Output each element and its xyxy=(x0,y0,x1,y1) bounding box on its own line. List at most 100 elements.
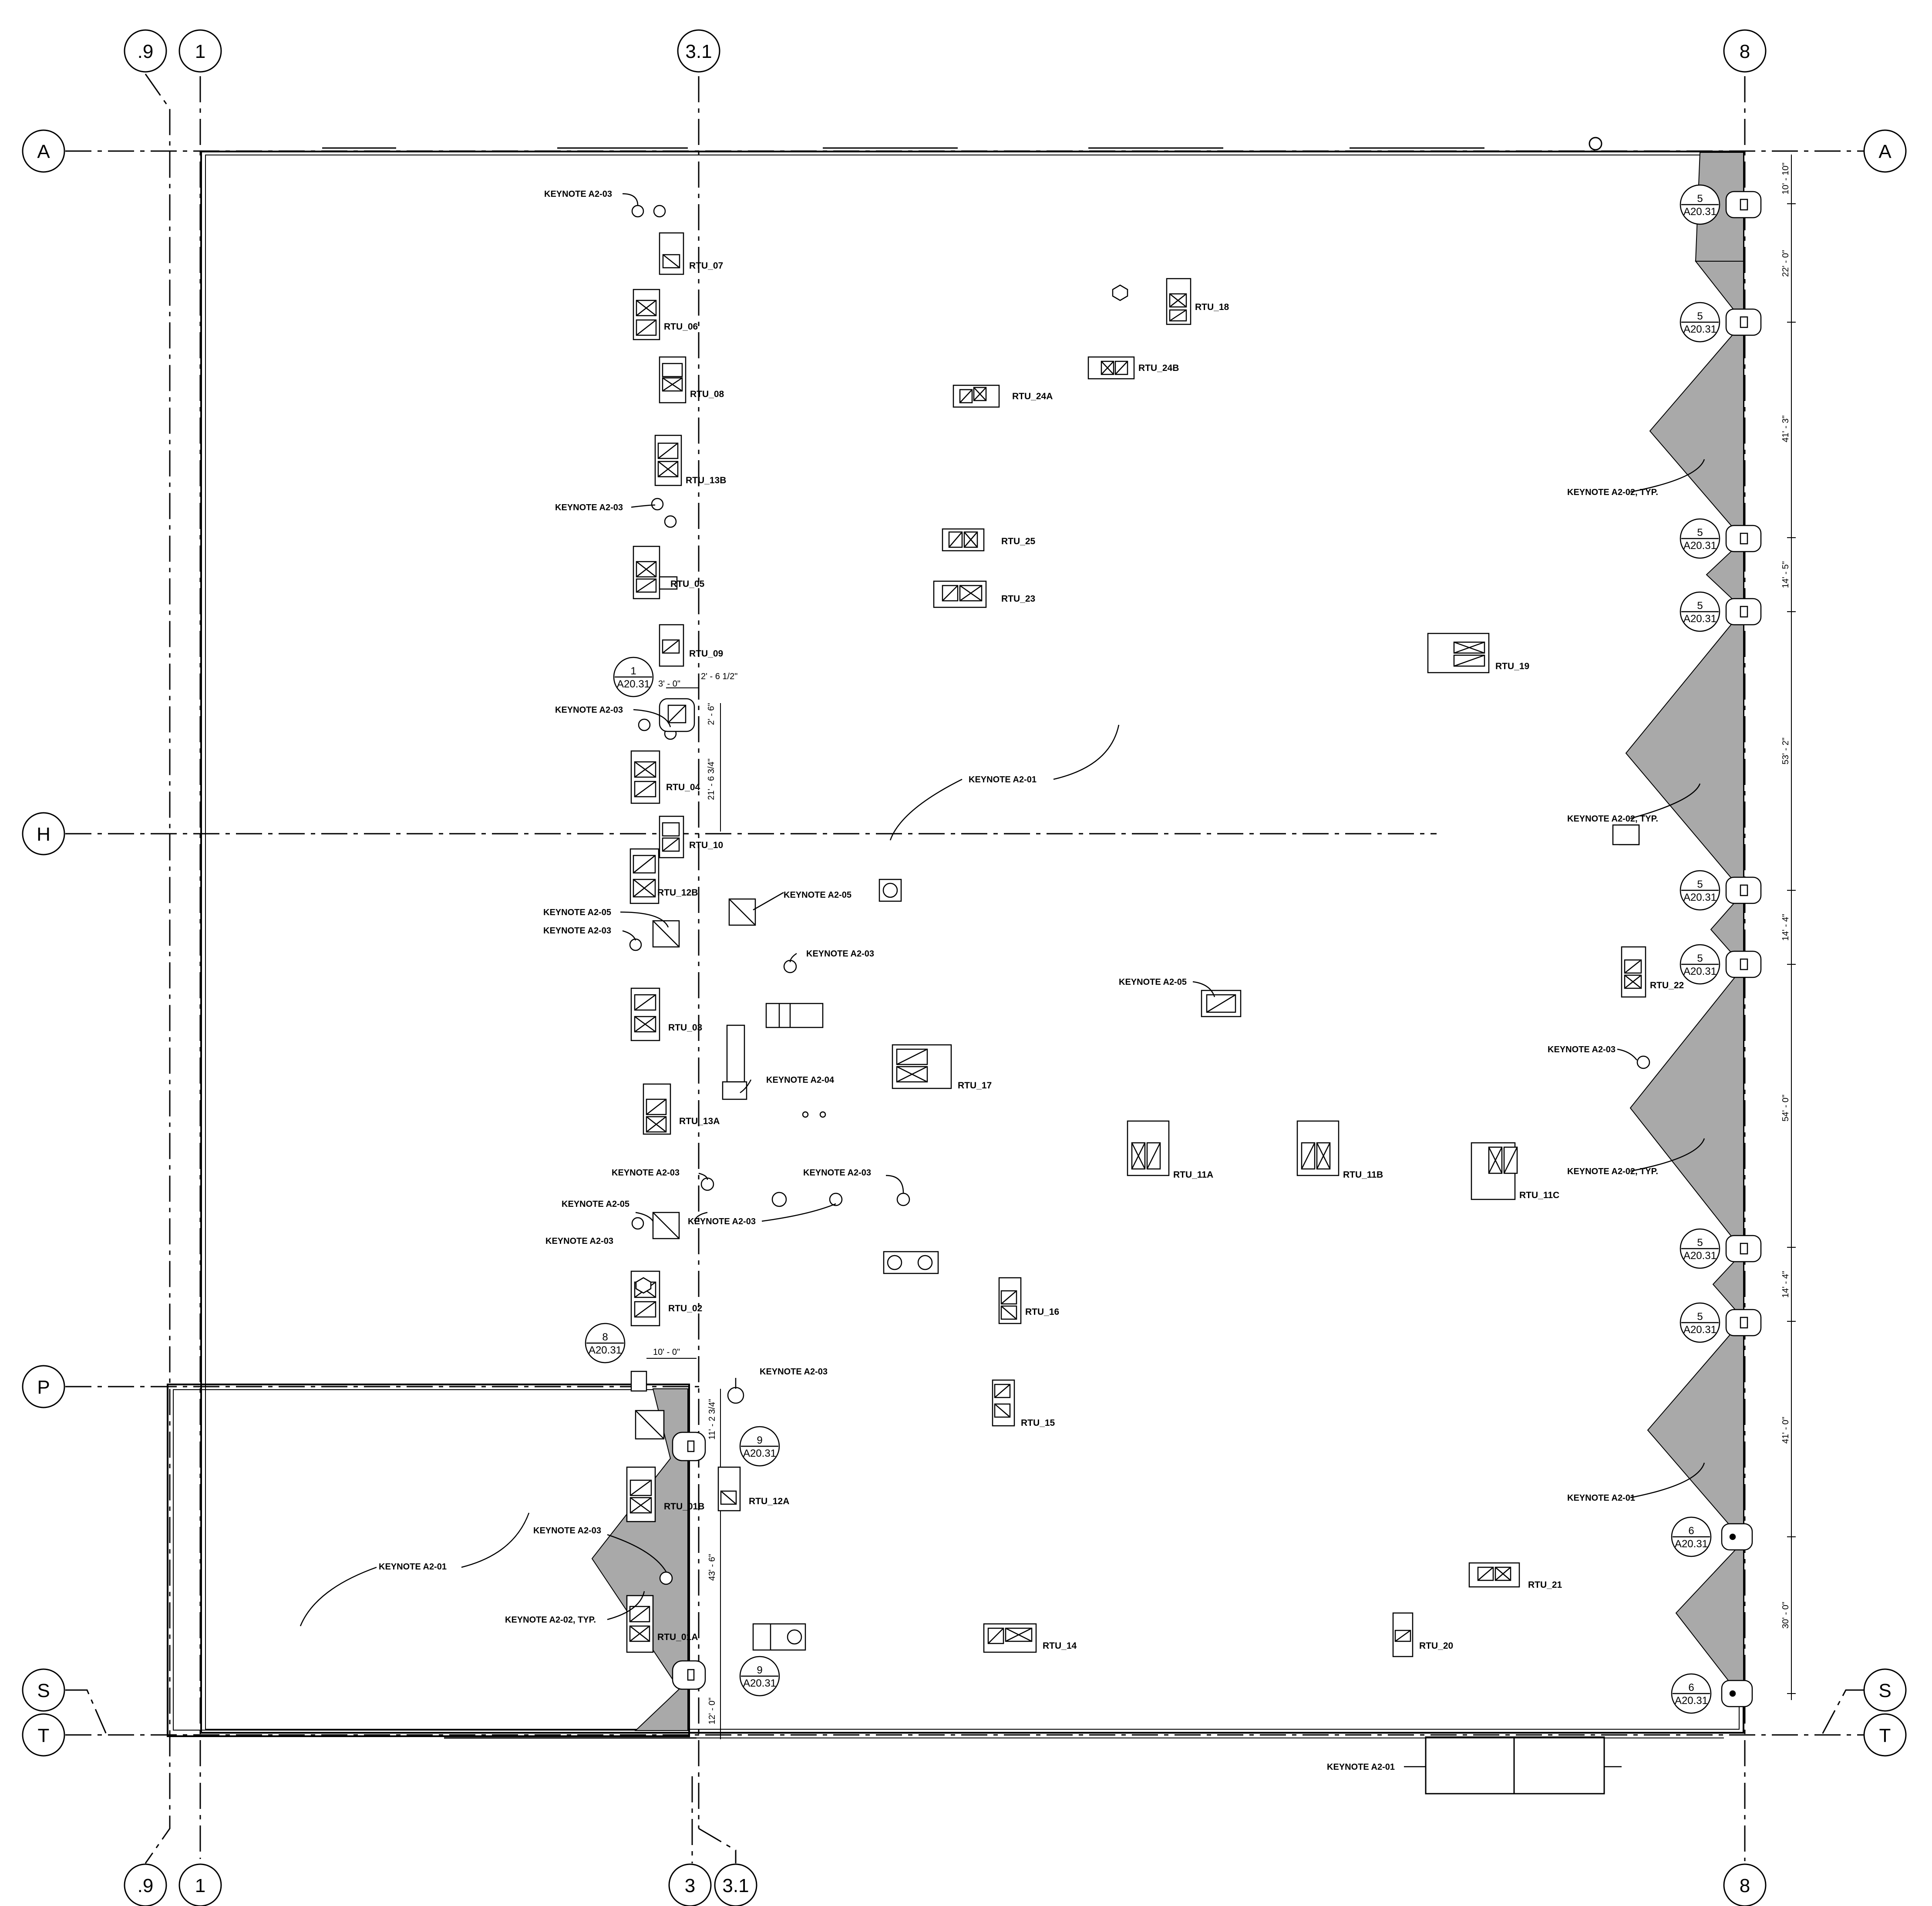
dim-right-7: 54' - 0" xyxy=(1781,1094,1791,1121)
keynote-label: KEYNOTE A2-01 xyxy=(969,775,1037,785)
rtu-03-symbol xyxy=(630,987,660,1041)
svg-text:9: 9 xyxy=(757,1664,762,1676)
svg-text:5: 5 xyxy=(1697,600,1703,612)
rtu-10-symbol xyxy=(659,815,684,859)
dim-right-2: 22' - 0" xyxy=(1781,250,1791,277)
svg-text:A20.31: A20.31 xyxy=(1683,1324,1717,1336)
rtu-label: RTU_18 xyxy=(1195,302,1229,312)
svg-text:.9: .9 xyxy=(138,1875,154,1896)
svg-text:1: 1 xyxy=(630,665,636,677)
dim-right-4: 14' - 5" xyxy=(1781,561,1791,588)
dim-right-5: 53' - 2" xyxy=(1781,737,1791,764)
rtu-label: RTU_24B xyxy=(1138,363,1179,373)
rtu-14-symbol xyxy=(983,1623,1037,1653)
rtu-15-symbol xyxy=(992,1379,1015,1427)
svg-text:6: 6 xyxy=(1688,1525,1694,1537)
svg-text:A: A xyxy=(1878,141,1892,162)
rtu-17-symbol xyxy=(892,1044,952,1089)
grid-bubble-top-31: 3.1 xyxy=(677,29,720,73)
svg-text:A20.31: A20.31 xyxy=(1683,323,1717,335)
svg-text:1: 1 xyxy=(195,41,205,62)
rtu-label: RTU_07 xyxy=(689,261,723,271)
svg-text:A: A xyxy=(37,141,50,162)
rtu-16-symbol xyxy=(998,1277,1022,1324)
rtu-05-symbol xyxy=(633,546,678,599)
dim-right-6: 14' - 4" xyxy=(1781,914,1791,941)
dim-right-8: 14' - 4" xyxy=(1781,1271,1791,1298)
rtu-label: RTU_03 xyxy=(668,1023,702,1033)
rtu-12b-symbol xyxy=(629,848,660,904)
keynote-label: KEYNOTE A2-01 xyxy=(1327,1762,1395,1772)
svg-text:A20.31: A20.31 xyxy=(1675,1538,1708,1550)
svg-text:8: 8 xyxy=(602,1331,608,1343)
rtu-label: RTU_02 xyxy=(668,1303,702,1313)
grid-bubble-left-S: S xyxy=(22,1668,65,1712)
roof-crickets xyxy=(591,152,1744,1731)
grid-bubbles: .9 1 3.1 8 .9 1 3 3.1 8 A H P S T A S T xyxy=(22,29,1907,1906)
rtu-label: RTU_11A xyxy=(1173,1170,1213,1180)
rtu-06-symbol xyxy=(633,289,660,340)
rtu-18-symbol xyxy=(1166,278,1192,325)
rtu-label: RTU_13B xyxy=(686,475,726,485)
svg-text:A20.31: A20.31 xyxy=(1683,966,1717,977)
dim-left-2: 2' - 6 1/2" xyxy=(701,672,737,681)
rtu-11c-symbol xyxy=(1471,1142,1518,1200)
svg-text:8: 8 xyxy=(1740,41,1750,62)
svg-text:A20.31: A20.31 xyxy=(1683,540,1717,552)
rtu-07-symbol xyxy=(659,232,684,275)
dim-left-4: 21' - 6 3/4" xyxy=(707,758,716,800)
rtu-25-symbol xyxy=(942,528,985,552)
dim-left-8: 12' - 0" xyxy=(707,1697,717,1724)
rtu-label: RTU_25 xyxy=(1001,536,1036,546)
svg-text:1: 1 xyxy=(195,1875,205,1896)
svg-text:6: 6 xyxy=(1688,1682,1694,1694)
hex-2 xyxy=(635,1277,652,1294)
keynote-label: KEYNOTE A2-02, TYP. xyxy=(1567,488,1658,497)
rtu-label: RTU_10 xyxy=(689,840,723,850)
svg-text:5: 5 xyxy=(1697,310,1703,322)
keynote-label: KEYNOTE A2-02, TYP. xyxy=(1567,814,1658,824)
svg-text:A20.31: A20.31 xyxy=(1675,1695,1708,1707)
rtu-label: RTU_15 xyxy=(1021,1418,1055,1428)
rtu-09-symbol xyxy=(659,624,684,667)
svg-text:A20.31: A20.31 xyxy=(1683,892,1717,903)
rtu-symbols xyxy=(626,232,1646,1657)
svg-text:8: 8 xyxy=(1740,1875,1750,1896)
svg-text:A20.31: A20.31 xyxy=(1683,206,1717,218)
keynote-label: KEYNOTE A2-03 xyxy=(688,1217,756,1226)
rtu-label: RTU_01A xyxy=(657,1632,698,1642)
rtu-11b-symbol xyxy=(1296,1120,1340,1176)
rtu-24b-symbol xyxy=(1087,356,1135,380)
unit-bar-3 xyxy=(1612,824,1640,845)
dim-left-6: 11' - 2 3/4" xyxy=(707,1399,717,1440)
rtu-23-symbol xyxy=(933,580,987,608)
svg-text:P: P xyxy=(37,1377,50,1398)
misc-equipment xyxy=(635,284,1640,1651)
keynote-label: KEYNOTE A2-03 xyxy=(1548,1045,1616,1054)
rtu-label: RTU_13A xyxy=(679,1116,720,1126)
svg-text:A20.31: A20.31 xyxy=(743,1677,776,1689)
grid-bubble-right-S: S xyxy=(1863,1668,1907,1712)
rtu-label: RTU_12A xyxy=(749,1496,789,1506)
svg-text:5: 5 xyxy=(1697,527,1703,539)
keynote-label: KEYNOTE A2-02, TYP. xyxy=(1567,1167,1658,1176)
rtu-label: RTU_24A xyxy=(1012,391,1053,401)
rtu-label: RTU_17 xyxy=(958,1081,992,1091)
dim-left-5: 10' - 0" xyxy=(653,1347,680,1357)
section-callout-5: 5 A20.31 xyxy=(1680,870,1762,911)
svg-text:5: 5 xyxy=(1697,953,1703,964)
keynote-label: KEYNOTE A2-05 xyxy=(562,1199,629,1209)
grid-bubble-left-A: A xyxy=(22,129,65,173)
rtu-22-symbol xyxy=(1621,946,1646,998)
svg-text:3.1: 3.1 xyxy=(685,41,712,62)
dim-right-9: 41' - 0" xyxy=(1781,1417,1791,1444)
rtu-label: RTU_23 xyxy=(1001,594,1035,604)
grid-bubble-top-09: .9 xyxy=(124,29,167,73)
grid-bubble-bottom-1: 1 xyxy=(178,1863,222,1906)
grid-bubble-right-A: A xyxy=(1863,129,1907,173)
